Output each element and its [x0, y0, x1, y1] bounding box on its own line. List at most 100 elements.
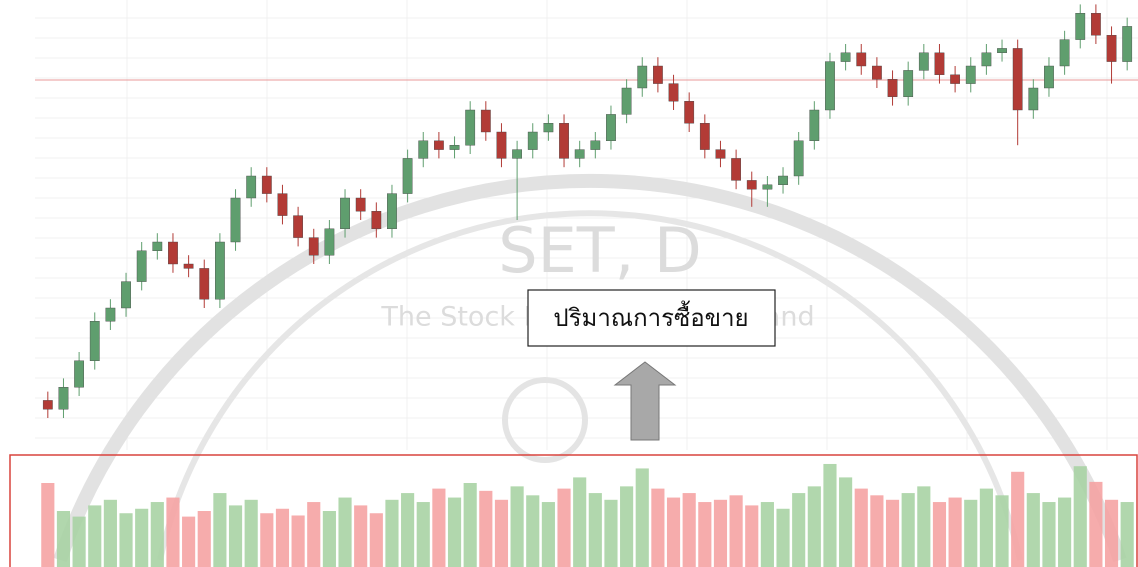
volumes	[41, 463, 1134, 567]
candle-body	[512, 149, 523, 159]
volume-bar	[792, 493, 806, 567]
volume-bar	[291, 515, 305, 567]
candle-body	[637, 65, 648, 89]
volume-bar	[948, 497, 962, 567]
candle-body	[825, 61, 835, 111]
volume-bar	[917, 486, 931, 567]
volume-bar	[1104, 499, 1119, 567]
candle-body	[168, 241, 178, 265]
candle-body	[934, 52, 945, 75]
watermark-sun	[502, 377, 588, 463]
volume-bar	[401, 493, 415, 567]
volume-bar	[416, 502, 430, 567]
volume-bar	[1058, 497, 1072, 567]
candle-body	[324, 228, 335, 256]
volume-bar	[573, 477, 587, 567]
candle-body	[887, 78, 898, 97]
candle-body	[214, 241, 225, 300]
volume-bar	[1120, 502, 1134, 567]
candle-body	[918, 52, 929, 71]
candle-body	[1075, 12, 1086, 40]
candle-body	[1012, 48, 1023, 111]
candle-body	[1106, 35, 1117, 62]
volume-bar	[807, 486, 821, 567]
volume-bar	[1011, 471, 1025, 567]
volume-bar	[1089, 481, 1103, 567]
volume-bar	[150, 502, 164, 567]
annotation-box	[527, 289, 776, 347]
candle-body	[793, 140, 804, 177]
volume-bar	[698, 502, 712, 567]
volume-bar	[119, 513, 133, 567]
volume-bar	[213, 493, 227, 567]
candle-body	[762, 184, 773, 190]
volume-bar	[635, 468, 649, 567]
watermark-ring	[157, 210, 1023, 561]
volume-bar	[1042, 502, 1056, 567]
candle-body	[308, 237, 319, 256]
volume-bar	[447, 497, 462, 567]
candle-body	[387, 193, 397, 230]
candle-body	[559, 122, 569, 159]
candle-body	[402, 158, 413, 194]
candle-body	[1090, 12, 1101, 36]
candle-body	[371, 210, 382, 229]
volume-bar	[369, 513, 383, 567]
candle-body	[449, 144, 460, 150]
volume-bar	[666, 497, 681, 567]
candle-body	[809, 109, 820, 141]
volume-bar	[338, 497, 352, 567]
candle-body	[621, 87, 632, 115]
volume-bar	[729, 495, 743, 567]
candles	[42, 4, 1133, 418]
candle-body	[246, 175, 257, 199]
volume-bar	[197, 511, 211, 567]
candle-body	[606, 114, 616, 142]
volume-bar	[228, 505, 243, 567]
volume-bar	[72, 516, 86, 567]
annotation: ปริมาณการซื้อขาย	[553, 300, 748, 332]
volume-bar	[510, 486, 524, 567]
candle-body	[136, 250, 147, 282]
volume-bar	[964, 499, 978, 567]
candle-body	[277, 193, 288, 216]
candle-body	[1028, 87, 1039, 111]
candle-body	[590, 140, 601, 150]
candle-body	[480, 109, 491, 133]
candle-body	[872, 65, 882, 80]
volume-bar	[244, 499, 258, 567]
candle-body	[434, 140, 444, 150]
volume-bar	[776, 508, 790, 567]
candle-body	[105, 307, 116, 322]
volume-bar	[901, 493, 915, 567]
volume-bar	[651, 488, 665, 567]
candle-body	[58, 387, 69, 410]
volume-bar	[1026, 493, 1040, 567]
volume-bar	[541, 502, 555, 567]
volume-bar	[588, 493, 602, 567]
candle-body	[981, 52, 992, 67]
candle-body	[840, 52, 851, 62]
volume-bar	[166, 497, 180, 567]
candle-body	[496, 131, 507, 159]
volume-bar	[307, 502, 321, 567]
candle-body	[684, 100, 695, 124]
candle-body	[527, 131, 538, 150]
volume-bar	[682, 493, 696, 567]
candle-body	[1059, 39, 1070, 67]
grid	[35, 0, 1138, 450]
candle-body	[1122, 26, 1133, 62]
candle-body	[230, 197, 241, 243]
candle-body	[699, 122, 710, 150]
volume-bar	[885, 499, 900, 567]
volume-bar	[322, 511, 336, 567]
candle-body	[1044, 65, 1054, 89]
volume-bar	[494, 499, 509, 567]
candle-body	[653, 65, 663, 84]
candle-body	[261, 175, 272, 194]
volume-bar	[823, 463, 837, 567]
volume-bar	[432, 488, 446, 567]
candle-body	[543, 122, 554, 133]
candle-body	[465, 109, 476, 146]
